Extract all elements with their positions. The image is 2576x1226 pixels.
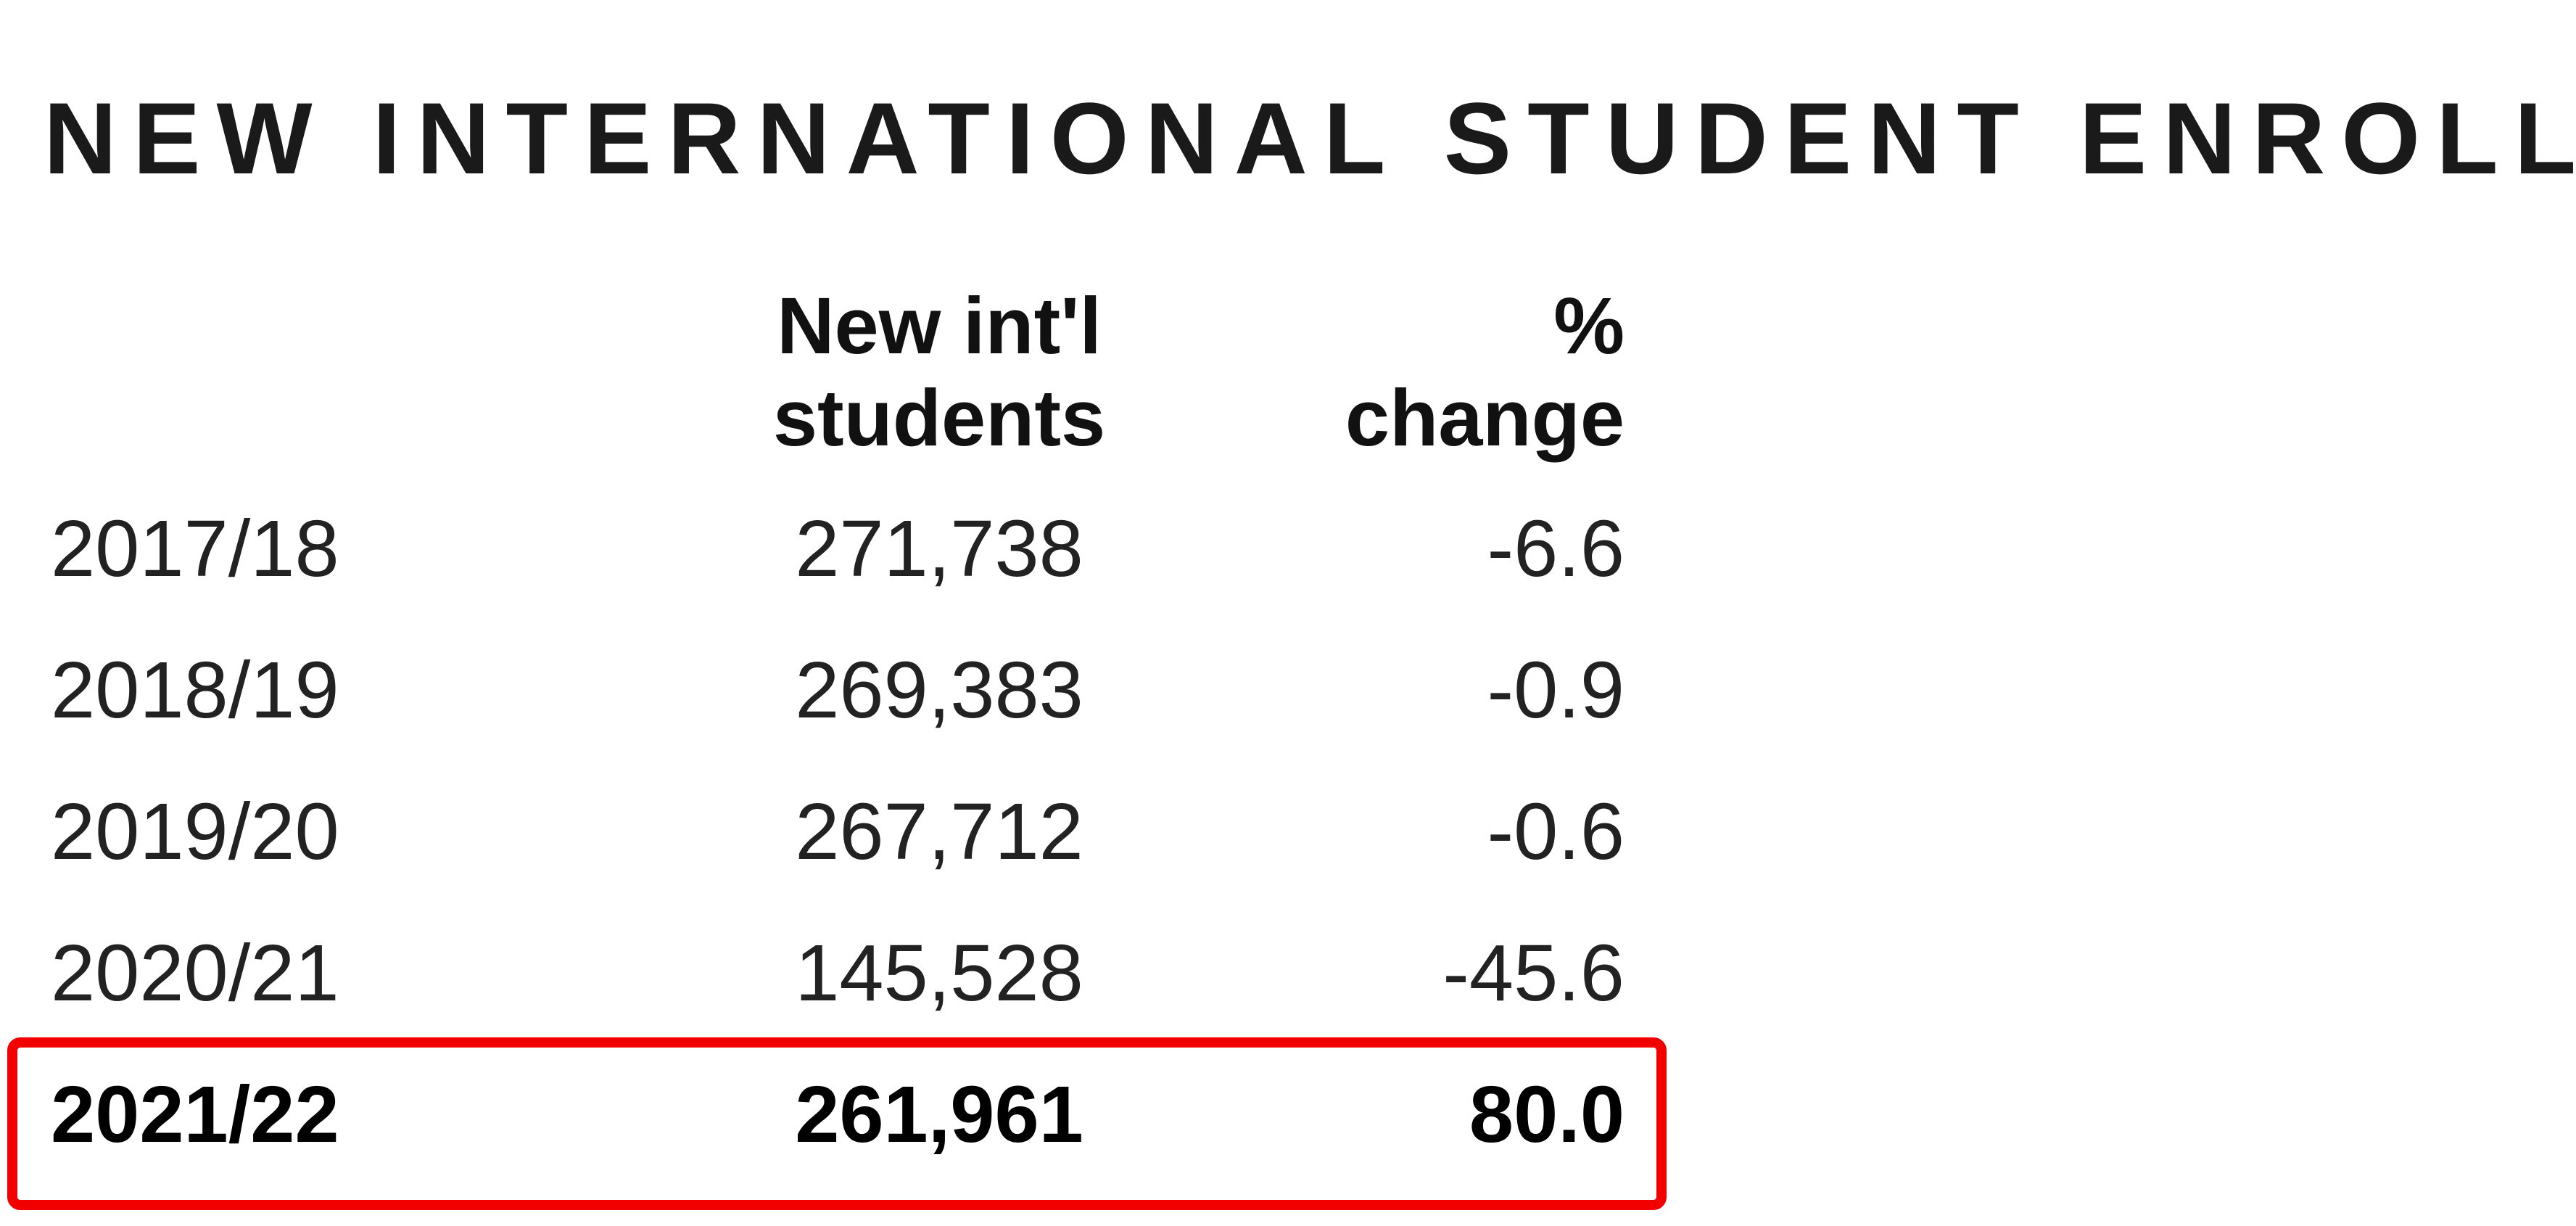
cell-pct: -6.6 bbox=[1247, 503, 1654, 596]
table-row: 2017/18 271,738 -6.6 bbox=[36, 479, 1632, 620]
cell-pct: -0.9 bbox=[1247, 645, 1654, 737]
table-row: 2018/19 269,383 -0.9 bbox=[36, 620, 1632, 762]
cell-pct: 80.0 bbox=[1247, 1069, 1654, 1161]
cell-students: 261,961 bbox=[631, 1069, 1247, 1161]
cell-pct: -45.6 bbox=[1247, 928, 1654, 1020]
table-header-students: New int'l students bbox=[631, 280, 1247, 464]
page-title: NEW INTERNATIONAL STUDENT ENROLLMENT bbox=[44, 80, 2576, 197]
cell-year: 2021/22 bbox=[36, 1069, 631, 1161]
cell-year: 2019/20 bbox=[36, 786, 631, 879]
cell-students: 145,528 bbox=[631, 928, 1247, 1020]
cell-year: 2020/21 bbox=[36, 928, 631, 1020]
cell-pct: -0.6 bbox=[1247, 786, 1654, 879]
cell-students: 271,738 bbox=[631, 503, 1247, 596]
cell-year: 2018/19 bbox=[36, 645, 631, 737]
cell-students: 267,712 bbox=[631, 786, 1247, 879]
enrollment-table: New int'l students % change 2017/18 271,… bbox=[36, 239, 1632, 1186]
cell-students: 269,383 bbox=[631, 645, 1247, 737]
table-row: 2019/20 267,712 -0.6 bbox=[36, 762, 1632, 903]
page: NEW INTERNATIONAL STUDENT ENROLLMENT New… bbox=[0, 0, 2576, 1226]
table-row: 2020/21 145,528 -45.6 bbox=[36, 903, 1632, 1045]
table-header-pct-change: % change bbox=[1247, 280, 1654, 464]
cell-year: 2017/18 bbox=[36, 503, 631, 596]
table-row-highlighted: 2021/22 261,961 80.0 bbox=[36, 1045, 1632, 1186]
table-header-row: New int'l students % change bbox=[36, 239, 1632, 479]
